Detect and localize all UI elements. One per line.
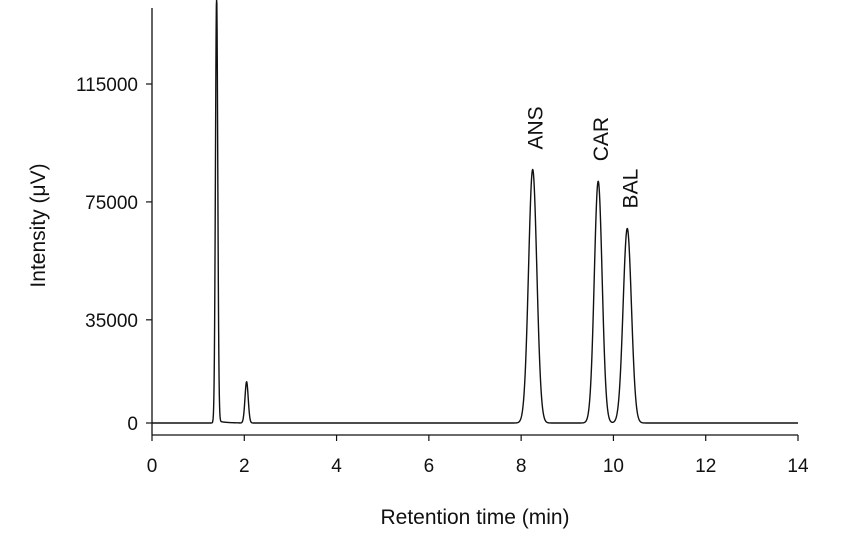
x-tick-label: 12	[695, 456, 716, 477]
x-tick-label: 6	[424, 456, 435, 477]
peak-label-ans: ANS	[525, 106, 548, 149]
axes	[151, 8, 798, 436]
x-tick-label: 14	[787, 456, 809, 477]
peak-label-bal: BAL	[619, 169, 642, 209]
series-group	[151, 0, 799, 424]
x-axis-title: Retention time (min)	[380, 506, 569, 529]
x-tick-label: 8	[516, 456, 527, 477]
x-tick-label: 0	[147, 456, 158, 477]
ticks: 0 2 4 6 8 10 12 14 0 35000 75000 115000	[76, 75, 809, 477]
y-tick-label: 35000	[85, 311, 138, 332]
x-tick-label: 10	[603, 456, 624, 477]
chromatogram-trace	[151, 0, 799, 424]
y-tick-label: 115000	[76, 75, 138, 96]
y-tick-label: 75000	[85, 193, 138, 214]
peak-label-car: CAR	[590, 117, 613, 161]
x-tick-label: 2	[239, 456, 250, 477]
y-axis-title: Intensity (μV)	[27, 163, 50, 287]
y-tick-label: 0	[127, 414, 138, 435]
peak-annotations: ANS CAR BAL	[525, 106, 643, 208]
x-tick-label: 4	[331, 456, 342, 477]
